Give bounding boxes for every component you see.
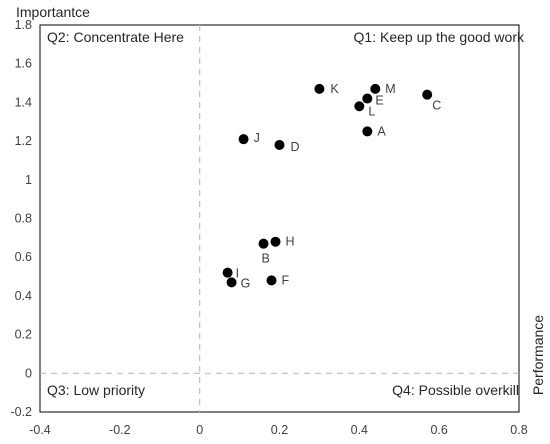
data-point-i <box>222 267 233 278</box>
data-point-d <box>274 139 285 150</box>
data-point-a <box>362 126 373 137</box>
point-label-h: H <box>286 235 295 249</box>
y-tick-label: 1.8 <box>15 18 32 32</box>
point-label-c: C <box>432 99 441 113</box>
point-label-f: F <box>282 273 290 287</box>
point-label-g: G <box>241 276 251 290</box>
point-label-d: D <box>291 140 300 154</box>
x-tick-label: 0.6 <box>430 423 447 437</box>
point-label-m: M <box>385 82 395 96</box>
point-label-j: J <box>254 131 260 145</box>
point-label-b: B <box>262 252 270 266</box>
y-axis-title: Importantce <box>16 4 90 20</box>
point-label-e: E <box>375 94 383 108</box>
quadrant-label-q2: Q2: Concentrate Here <box>47 29 184 45</box>
y-tick-label: 1 <box>25 173 32 187</box>
point-label-i: I <box>236 267 239 281</box>
quadrant-label-q4: Q4: Possible overkill <box>392 382 519 398</box>
x-tick-label: 0.2 <box>271 423 288 437</box>
x-axis-ticks: -0.4 -0.2 0 0.2 0.4 0.6 0.8 <box>29 423 528 437</box>
y-tick-label: 1.4 <box>15 95 32 109</box>
data-point-j <box>238 134 249 145</box>
x-tick-label: -0.4 <box>29 423 51 437</box>
y-tick-label: -0.2 <box>10 405 32 419</box>
y-tick-label: 0.4 <box>15 289 32 303</box>
x-tick-label: -0.2 <box>109 423 131 437</box>
y-tick-label: 1.6 <box>15 57 32 71</box>
quadrant-label-q1: Q1: Keep up the good work <box>354 29 525 45</box>
y-axis-ticks: -0.2 0 0.2 0.4 0.6 0.8 1 1.2 1.4 1.6 1.8 <box>10 18 32 419</box>
data-point-h <box>270 236 281 247</box>
point-label-l: L <box>368 104 375 118</box>
y-tick-label: 0.2 <box>15 328 32 342</box>
x-axis-title: Performance <box>530 315 546 395</box>
data-point-m <box>370 83 381 94</box>
y-tick-label: 1.2 <box>15 134 32 148</box>
point-label-k: K <box>330 82 339 96</box>
data-point-k <box>314 83 325 94</box>
x-tick-label: 0.8 <box>510 423 527 437</box>
quadrant-label-q3: Q3: Low priority <box>47 382 145 398</box>
data-point-l <box>354 101 365 112</box>
y-tick-label: 0.8 <box>15 212 32 226</box>
plot-area <box>39 24 520 413</box>
data-points: K MEL C A J D H B IG F <box>222 82 441 290</box>
y-tick-label: 0 <box>25 366 32 380</box>
data-point-f <box>266 275 277 286</box>
data-point-c <box>422 89 433 100</box>
data-point-g <box>226 277 237 288</box>
x-tick-label: 0 <box>196 423 203 437</box>
x-tick-label: 0.4 <box>351 423 368 437</box>
data-point-b <box>258 238 269 249</box>
data-point-e <box>362 93 373 104</box>
point-label-a: A <box>377 124 386 138</box>
y-tick-label: 0.6 <box>15 250 32 264</box>
